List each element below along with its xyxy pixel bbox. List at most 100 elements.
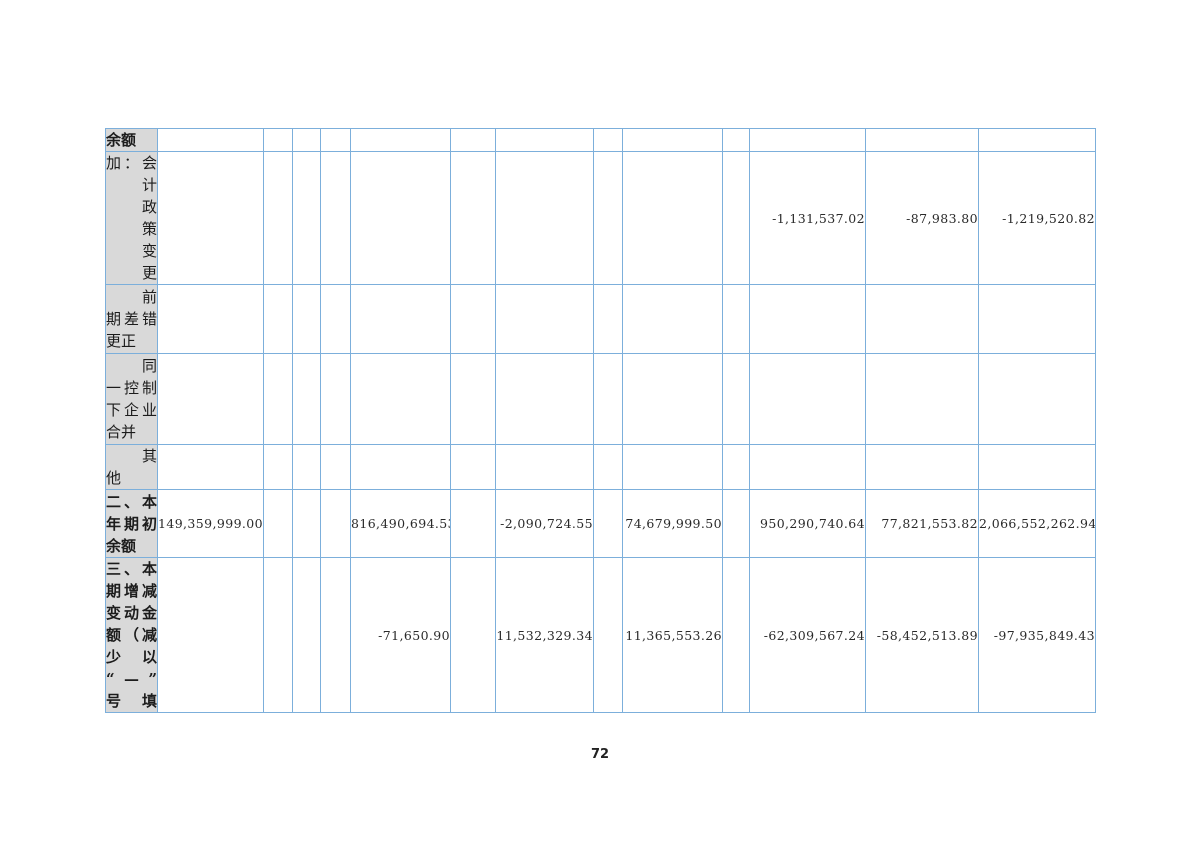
value-cell bbox=[722, 557, 750, 713]
value-cell bbox=[495, 444, 594, 490]
value-cell: 77,821,553.82 bbox=[865, 489, 979, 558]
value-cell bbox=[292, 128, 321, 152]
value-cell bbox=[722, 128, 750, 152]
table-row-opening-balance-current-year: 二、本年期初余额 149,359,999.00 816,490,694.53 -2,0… bbox=[105, 489, 1096, 558]
value-cell bbox=[320, 151, 351, 285]
value-cell bbox=[495, 128, 594, 152]
value-cell: -1,131,537.02 bbox=[749, 151, 866, 285]
value-cell bbox=[722, 284, 750, 354]
row-label-line: 余额 bbox=[106, 536, 137, 555]
value-cell bbox=[978, 284, 1096, 354]
value-cell bbox=[722, 353, 750, 445]
row-label-line: 三、本 bbox=[106, 560, 157, 578]
value-cell bbox=[263, 151, 293, 285]
value-cell bbox=[722, 489, 750, 558]
value-cell bbox=[622, 353, 723, 445]
value-cell bbox=[157, 557, 264, 713]
value-cell: 149,359,999.00 bbox=[157, 489, 264, 558]
row-label-cell: 前期差错更正 bbox=[105, 284, 158, 354]
row-label-line: 余额 bbox=[106, 131, 137, 149]
row-label-cell: 三、本期增减变动金额（减少以 “—” 号填 bbox=[105, 557, 158, 713]
value-cell bbox=[320, 284, 351, 354]
value-cell: 816,490,694.53 bbox=[350, 489, 451, 558]
value-cell bbox=[320, 128, 351, 152]
row-label-line: 下企业 bbox=[106, 401, 157, 419]
value-cell bbox=[495, 353, 594, 445]
value-cell bbox=[263, 353, 293, 445]
row-label-line: “—” bbox=[106, 670, 157, 688]
row-label-line: 少以 bbox=[106, 648, 157, 666]
row-label-line: 更 bbox=[141, 264, 157, 282]
value-cell: 2,066,552,262.94 bbox=[978, 489, 1096, 558]
value-cell: -71,650.90 bbox=[350, 557, 451, 713]
row-label-line: 计 bbox=[141, 176, 157, 194]
row-label-line: 同 bbox=[141, 357, 157, 375]
value-cell bbox=[450, 151, 496, 285]
table-row-add-accounting-policy-change: 加：会计政策变更 -1,131,537.02 -87,983.80 -1,219,52… bbox=[105, 151, 1096, 285]
row-label-cell: 余额 bbox=[105, 128, 158, 152]
row-label-line: 他 bbox=[106, 469, 122, 487]
value-cell bbox=[292, 353, 321, 445]
table-row-prior-period-error-correction: 前期差错更正 bbox=[105, 284, 1096, 354]
row-label-line: 前 bbox=[141, 288, 157, 306]
row-label-cell: 二、本年期初余额 bbox=[105, 489, 158, 558]
value-cell bbox=[593, 353, 623, 445]
value-cell: -2,090,724.55 bbox=[495, 489, 594, 558]
value-cell bbox=[593, 557, 623, 713]
value-cell bbox=[495, 151, 594, 285]
row-label-line: 其 bbox=[141, 447, 157, 465]
value-cell bbox=[622, 284, 723, 354]
table-row-balance-tail: 余额 bbox=[105, 128, 1096, 152]
value-cell bbox=[450, 557, 496, 713]
row-label-line: 加：会 bbox=[106, 154, 157, 172]
value-cell bbox=[320, 444, 351, 490]
value-cell bbox=[622, 444, 723, 490]
value-cell bbox=[292, 151, 321, 285]
row-label-line: 变 bbox=[141, 242, 157, 260]
table-row-other: 其他 bbox=[105, 444, 1096, 490]
value-cell: 74,679,999.50 bbox=[622, 489, 723, 558]
value-cell bbox=[292, 284, 321, 354]
value-cell: 11,365,553.26 bbox=[622, 557, 723, 713]
value-cell bbox=[320, 353, 351, 445]
row-label-line: 额（减 bbox=[106, 626, 157, 644]
value-cell bbox=[749, 284, 866, 354]
value-cell bbox=[749, 128, 866, 152]
page-number: 72 bbox=[590, 747, 610, 762]
row-label-line: 期增减 bbox=[106, 582, 157, 600]
value-cell bbox=[350, 444, 451, 490]
value-cell bbox=[157, 444, 264, 490]
value-cell bbox=[157, 128, 264, 152]
row-label-cell: 加：会计政策变更 bbox=[105, 151, 158, 285]
value-cell: -97,935,849.43 bbox=[978, 557, 1096, 713]
value-cell bbox=[978, 353, 1096, 445]
value-cell bbox=[622, 151, 723, 285]
value-cell bbox=[263, 557, 293, 713]
value-cell bbox=[350, 128, 451, 152]
value-cell bbox=[350, 353, 451, 445]
value-cell bbox=[263, 489, 293, 558]
value-cell: 950,290,740.64 bbox=[749, 489, 866, 558]
row-label-line: 合并 bbox=[106, 423, 137, 441]
value-cell: -58,452,513.89 bbox=[865, 557, 979, 713]
value-cell: -62,309,567.24 bbox=[749, 557, 866, 713]
value-cell bbox=[865, 444, 979, 490]
value-cell bbox=[450, 284, 496, 354]
value-cell bbox=[350, 284, 451, 354]
value-cell bbox=[157, 284, 264, 354]
value-cell bbox=[157, 353, 264, 445]
value-cell bbox=[593, 284, 623, 354]
value-cell bbox=[593, 489, 623, 558]
value-cell bbox=[865, 353, 979, 445]
value-cell bbox=[978, 444, 1096, 490]
row-label-line: 年期初 bbox=[106, 514, 157, 533]
value-cell bbox=[593, 444, 623, 490]
value-cell bbox=[292, 557, 321, 713]
row-label-line: 策 bbox=[141, 220, 157, 238]
value-cell bbox=[450, 353, 496, 445]
value-cell bbox=[450, 489, 496, 558]
row-label-line: 期差错 bbox=[106, 310, 157, 328]
value-cell bbox=[263, 444, 293, 490]
row-label-line: 政 bbox=[141, 198, 157, 216]
